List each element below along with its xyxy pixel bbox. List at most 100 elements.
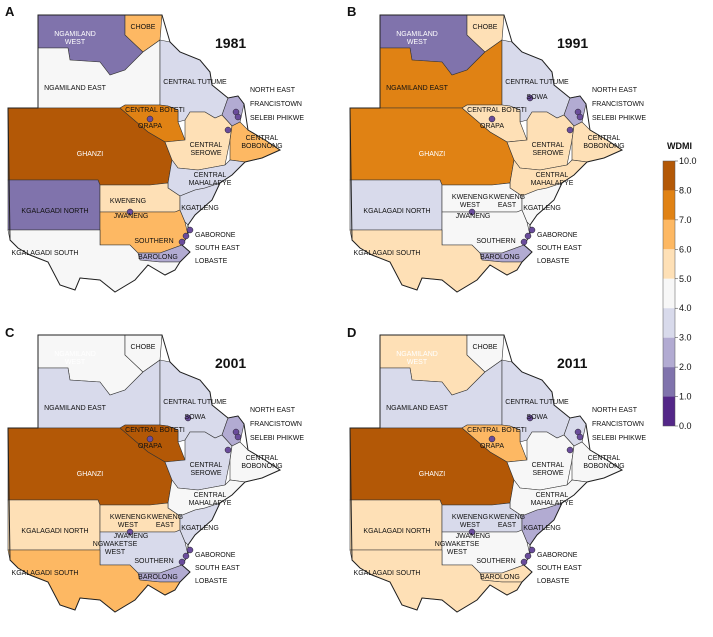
district-label-central-serowe: CENTRAL SEROWE (532, 142, 565, 157)
district-label-north-east: NORTH EAST (592, 407, 638, 414)
map-panel-d: NGAMILAND WEST CHOBE NGAMILAND EAST CENTRAL … (349, 334, 646, 613)
town-point-sowa (184, 414, 192, 422)
district-label-chobe: CHOBE (473, 344, 498, 351)
legend-swatch (663, 308, 675, 338)
district-label-central-mahalapye: CENTRAL MAHALAPYE (189, 172, 232, 187)
town-point-central-bobonong (224, 446, 232, 454)
district-label-orapa: ORAPA (480, 123, 504, 130)
district-label-ghanzi: GHANZI (77, 151, 104, 158)
town-point-selebi-phikwe (234, 433, 242, 441)
legend-tick-label: 3.0 (679, 333, 692, 343)
district-label-jwaneng: JWANENG (114, 533, 149, 540)
panel-year: 2001 (215, 355, 246, 371)
district-label-barolong: BAROLONG (480, 254, 520, 261)
district-label-lobaste: LOBASTE (195, 578, 228, 585)
district-label-kgalagadi-south: KGALAGADI SOUTH (12, 570, 79, 577)
legend-swatch (663, 249, 675, 279)
legend-tick-label: 4.0 (679, 303, 692, 313)
district-label-kgatleng: KGATLENG (181, 525, 219, 532)
town-point-jwaneng (126, 528, 134, 536)
district-label-francistown: FRANCISTOWN (250, 101, 302, 108)
district-label-kgatleng: KGATLENG (523, 525, 561, 532)
town-point-central-bobonong (566, 126, 574, 134)
district-central-serowe (164, 431, 233, 491)
legend-tick-label: 6.0 (679, 244, 692, 254)
district-label-central-boteti: CENTRAL BOTETI (125, 107, 185, 114)
district-central-serowe (506, 111, 575, 171)
district-label-selebi-phikwe: SELEBI PHIKWE (592, 115, 646, 122)
district-label-south-east: SOUTH EAST (537, 565, 582, 572)
district-label-gaborone: GABORONE (195, 232, 236, 239)
legend-tick-label: 10.0 (679, 156, 697, 166)
district-label-south-east: SOUTH EAST (195, 245, 240, 252)
legend-tick-label: 5.0 (679, 274, 692, 284)
district-kgalagadi-north (349, 179, 443, 231)
panel-letter: A (5, 4, 15, 19)
district-label-north-east: NORTH EAST (250, 407, 296, 414)
district-kgalagadi-north (349, 499, 443, 551)
district-label-ngwaketse-west: NGWAKETSE WEST (93, 541, 138, 556)
district-label-kweneng: KWENENG (110, 198, 146, 205)
district-label-southern: SOUTHERN (476, 558, 515, 565)
town-point-lobaste (178, 558, 186, 566)
district-label-kgalagadi-north: KGALAGADI NORTH (363, 528, 430, 535)
map-panel-b: NGAMILAND WEST CHOBE NGAMILAND EAST CENTRAL … (349, 14, 646, 293)
panel-year: 2011 (557, 355, 588, 371)
district-kgalagadi-north (7, 499, 101, 551)
district-label-ngamiland-east: NGAMILAND EAST (386, 405, 449, 412)
town-point-selebi-phikwe (576, 433, 584, 441)
district-label-kgalagadi-north: KGALAGADI NORTH (21, 208, 88, 215)
district-label-ngamiland-west: NGAMILAND WEST (54, 31, 96, 46)
district-label-southern: SOUTHERN (134, 238, 173, 245)
district-label-sowa: SOWA (526, 414, 547, 421)
district-label-francistown: FRANCISTOWN (592, 421, 644, 428)
district-label-central-boteti: CENTRAL BOTETI (467, 107, 527, 114)
district-label-central-boteti: CENTRAL BOTETI (467, 427, 527, 434)
district-label-chobe: CHOBE (131, 344, 156, 351)
panel-letter: D (347, 325, 356, 340)
town-point-south-east (182, 552, 190, 560)
district-label-orapa: ORAPA (138, 123, 162, 130)
district-label-central-boteti: CENTRAL BOTETI (125, 427, 185, 434)
district-label-kgalagadi-south: KGALAGADI SOUTH (354, 570, 421, 577)
town-point-central-bobonong (566, 446, 574, 454)
district-label-central-tutume: CENTRAL TUTUME (505, 399, 569, 406)
town-point-orapa (146, 115, 154, 123)
district-label-north-east: NORTH EAST (592, 87, 638, 94)
district-label-south-east: SOUTH EAST (195, 565, 240, 572)
district-label-central-bobonong: CENTRAL BOBONONG (241, 135, 282, 150)
district-label-ngamiland-east: NGAMILAND EAST (44, 85, 107, 92)
district-label-kweneng-west: KWENENG WEST (110, 514, 146, 529)
town-point-orapa (146, 435, 154, 443)
district-label-kgalagadi-north: KGALAGADI NORTH (21, 528, 88, 535)
district-label-north-east: NORTH EAST (250, 87, 296, 94)
town-point-orapa (488, 115, 496, 123)
panel-year: 1981 (215, 35, 246, 51)
district-label-central-serowe: CENTRAL SEROWE (532, 462, 565, 477)
town-point-gaborone (528, 226, 536, 234)
legend-tick-label: 7.0 (679, 215, 692, 225)
town-point-selebi-phikwe (234, 113, 242, 121)
legend-swatch (663, 278, 675, 309)
town-point-jwaneng (468, 208, 476, 216)
district-label-gaborone: GABORONE (537, 552, 578, 559)
legend: WDMI 10.0 8.0 7.0 6.0 5.0 4.0 3.0 2.0 1.0 0.0 (662, 141, 697, 431)
district-label-ghanzi: GHANZI (419, 471, 446, 478)
district-label-kgatleng: KGATLENG (181, 205, 219, 212)
district-label-central-tutume: CENTRAL TUTUME (163, 399, 227, 406)
district-label-central-mahalapye: CENTRAL MAHALAPYE (189, 492, 232, 507)
district-central-serowe (506, 431, 575, 491)
district-label-chobe: CHOBE (131, 24, 156, 31)
town-point-lobaste (178, 238, 186, 246)
district-label-jwaneng: JWANENG (114, 213, 149, 220)
legend-swatch (663, 190, 675, 220)
district-label-ngamiland-west: NGAMILAND WEST (396, 31, 438, 46)
district-label-ngwaketse-west: NGWAKETSE WEST (435, 541, 480, 556)
district-label-selebi-phikwe: SELEBI PHIKWE (250, 435, 304, 442)
district-label-kgalagadi-north: KGALAGADI NORTH (363, 208, 430, 215)
district-central-bobonong (229, 441, 281, 483)
district-label-ngamiland-east: NGAMILAND EAST (44, 405, 107, 412)
district-label-kweneng-west: KWENENG WEST (452, 194, 488, 209)
district-label-selebi-phikwe: SELEBI PHIKWE (250, 115, 304, 122)
